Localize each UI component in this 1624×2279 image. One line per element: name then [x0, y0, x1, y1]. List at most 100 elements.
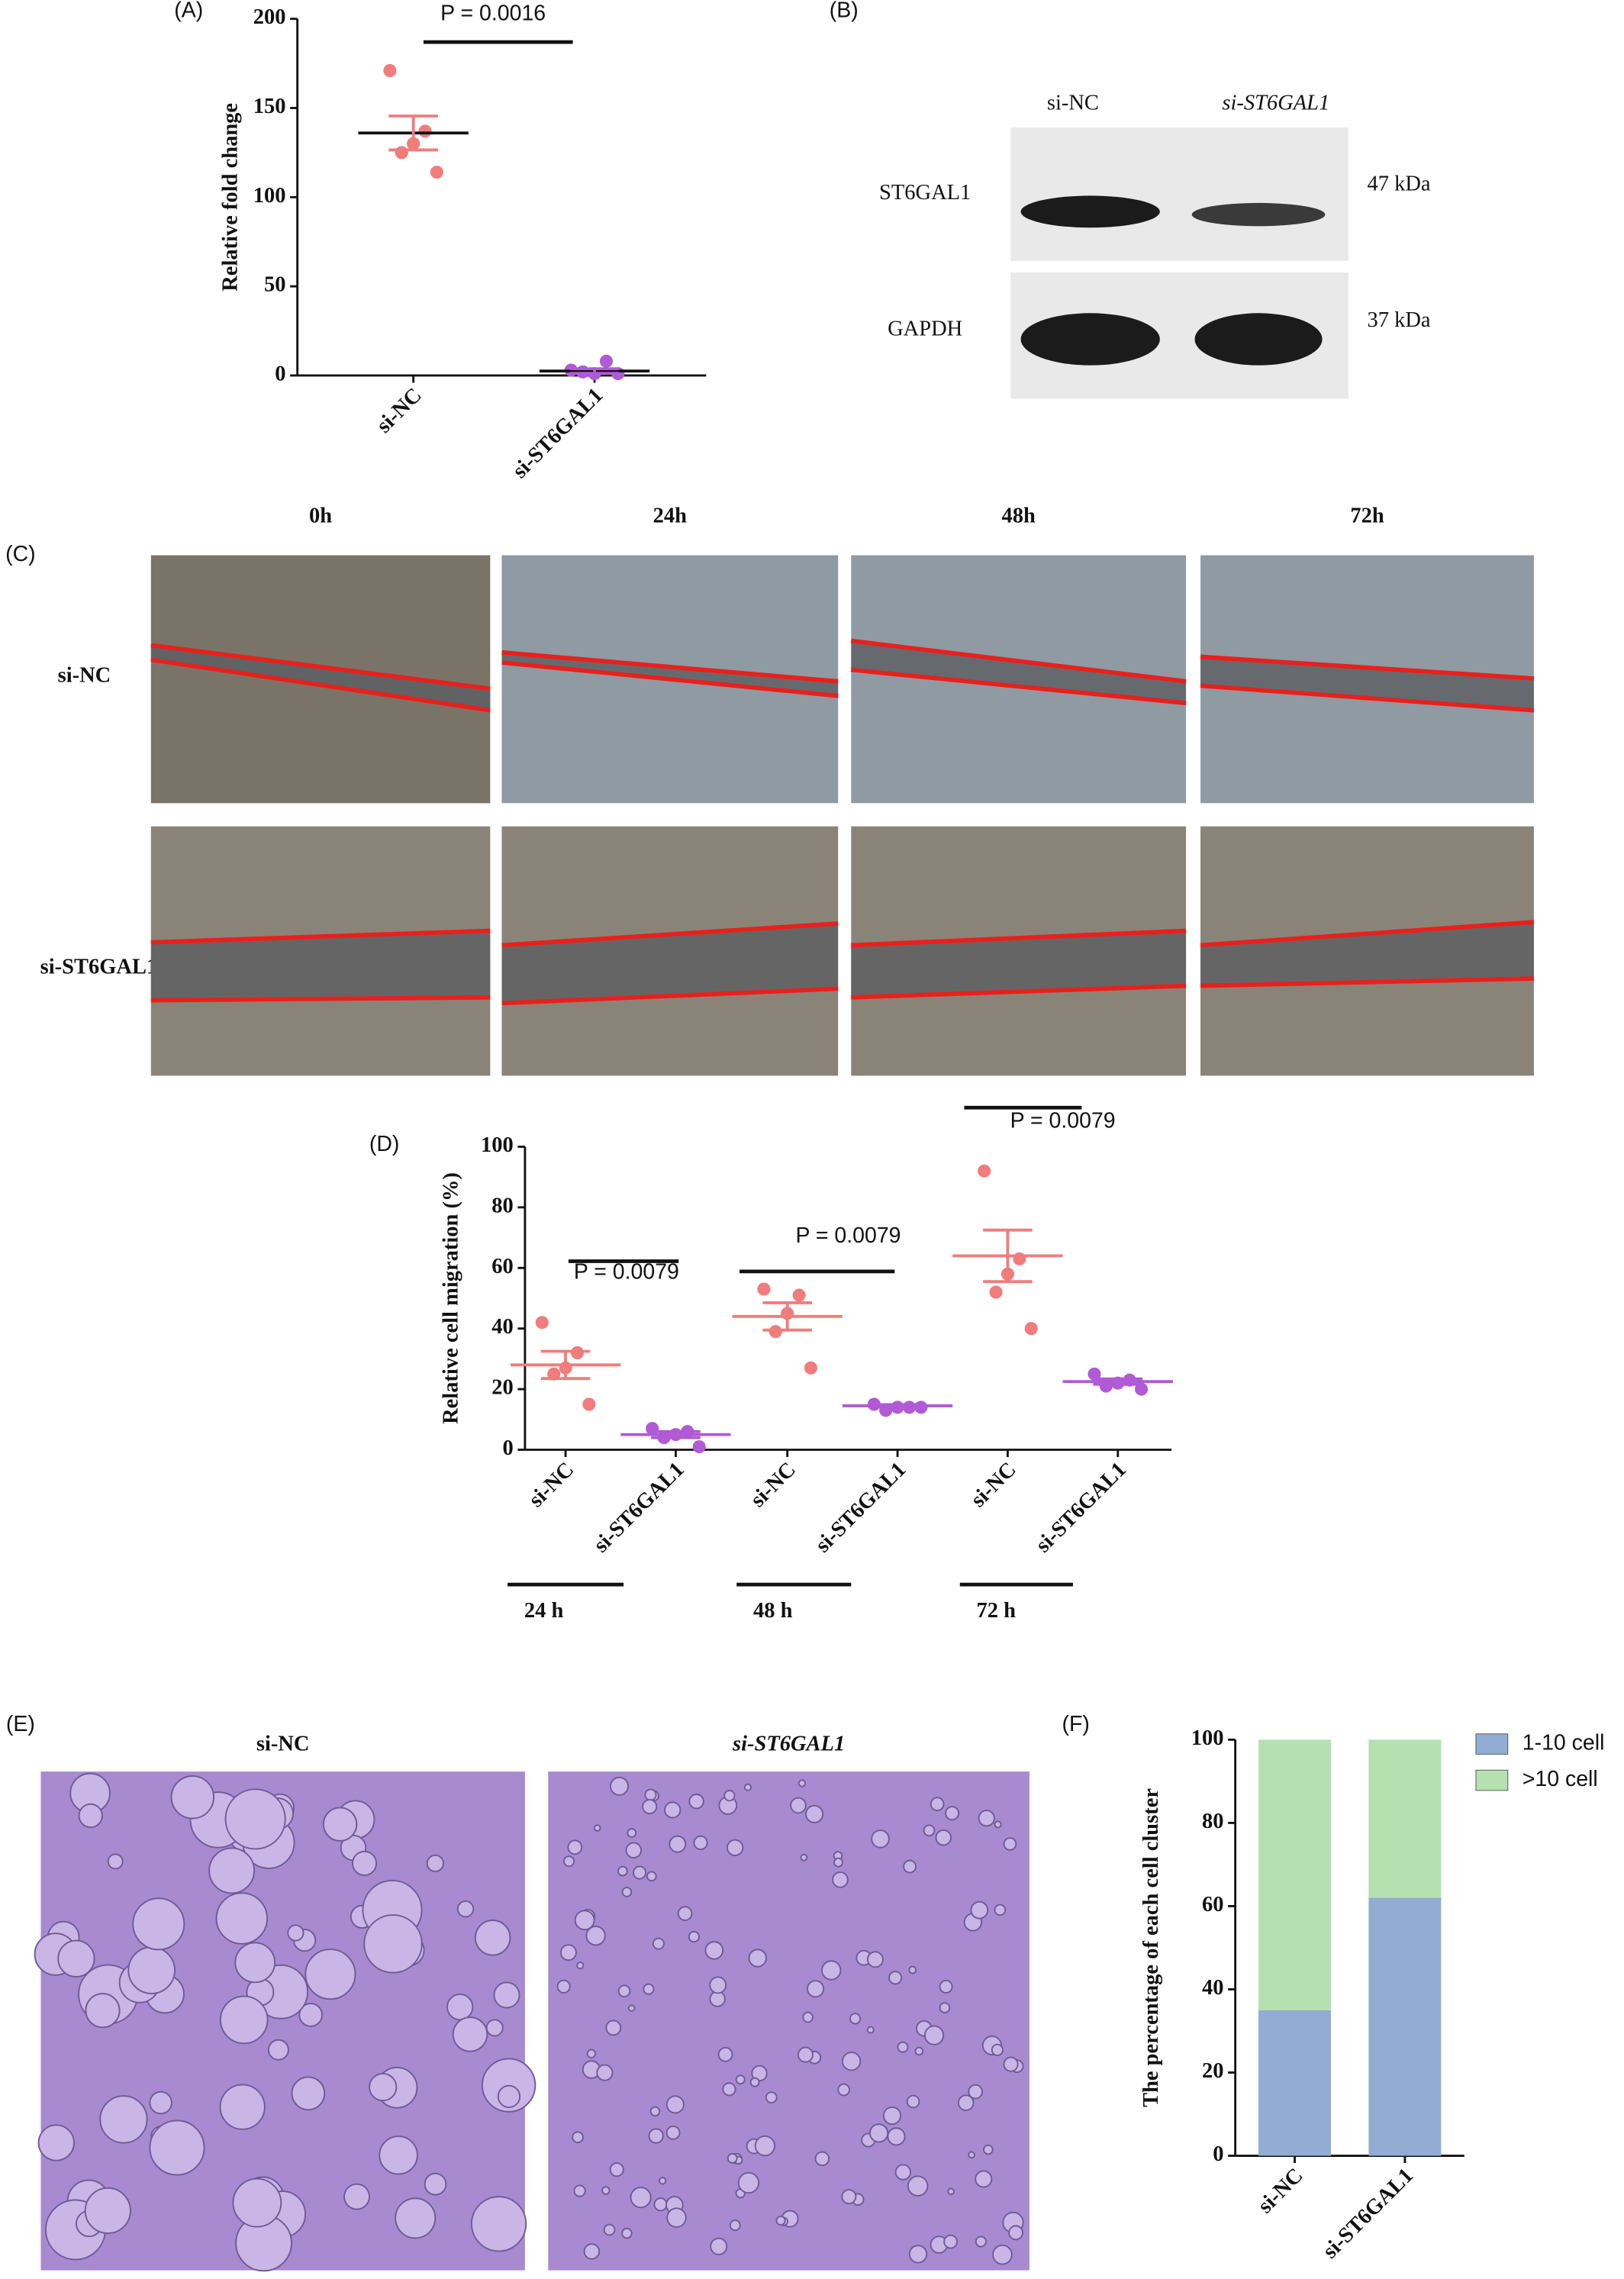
cell-cluster [149, 2090, 172, 2115]
y-tick-label: 40 [1202, 1976, 1223, 2000]
x-tick-label: si-NC [372, 383, 427, 437]
cell-cluster [85, 1993, 121, 2029]
cell-cluster [709, 1976, 727, 1994]
cell-cluster [1003, 2056, 1019, 2072]
wound-edge [1200, 683, 1535, 713]
cell-cluster [648, 2128, 664, 2144]
x-tick-label: si-ST6GAL1 [1031, 1458, 1130, 1557]
cell-cluster [807, 1980, 825, 1998]
cell-cluster [923, 2025, 945, 2045]
cell-cluster [379, 2136, 418, 2175]
panel-label: (C) [5, 542, 36, 566]
y-tick-label: 60 [1202, 1893, 1223, 1916]
cell-cluster [603, 2223, 616, 2236]
wound-edge [851, 983, 1187, 1000]
cell-cluster [642, 1799, 658, 1815]
y-axis-label: The percentage of each cell cluster [1139, 1788, 1163, 2107]
cell-cluster [132, 1897, 185, 1951]
legend-label: 1-10 cell [1522, 1731, 1605, 1755]
cell-cluster [485, 2019, 504, 2037]
cell-cluster [287, 1924, 304, 1942]
cell-cluster [665, 2095, 685, 2114]
cell-cluster [649, 2106, 661, 2117]
group-label: 48 h [753, 1599, 793, 1623]
y-tick-label: 80 [491, 1194, 513, 1217]
cell-cluster [704, 1941, 724, 1960]
y-tick-label: 100 [1191, 1726, 1224, 1750]
cell-cluster [666, 2207, 687, 2228]
cell-cluster [474, 1920, 511, 1956]
panel-label: (F) [1062, 1712, 1090, 1736]
cell-cluster [605, 2020, 622, 2036]
group-label: 24 h [524, 1599, 564, 1623]
row-label: si-NC [58, 664, 111, 688]
timepoint-label: 48h [1002, 504, 1036, 528]
blot-band [1020, 313, 1160, 366]
timepoint-label: 0h [309, 504, 332, 528]
cell-cluster [559, 1944, 577, 1961]
cell-cluster [968, 2084, 983, 2100]
cell-cluster [868, 2123, 889, 2143]
data-point [1013, 1252, 1026, 1265]
cell-cluster [975, 2235, 987, 2248]
cell-cluster [585, 1926, 606, 1946]
y-tick-label: 50 [264, 273, 285, 297]
cell-cluster [363, 1914, 423, 1974]
group-label: 72 h [977, 1599, 1017, 1623]
cell-cluster [914, 2046, 924, 2056]
cell-cluster [621, 2227, 633, 2239]
cell-cluster [470, 2196, 527, 2252]
legend-label: >10 cell [1522, 1767, 1598, 1791]
cell-cluster [887, 2127, 906, 2146]
cell-cluster [267, 2039, 289, 2061]
cell-cluster [583, 2243, 601, 2260]
cell-cluster [866, 2026, 875, 2034]
cell-cluster [992, 2244, 1013, 2265]
cell-cluster [78, 1803, 103, 1829]
cell-cluster [609, 1776, 630, 1796]
wound-edge [150, 643, 491, 691]
cell-cluster [37, 2124, 75, 2161]
cell-cluster [842, 2052, 862, 2071]
x-tick-label: si-ST6GAL1 [589, 1458, 688, 1557]
cell-cluster [994, 1903, 1007, 1916]
cell-cluster [754, 2135, 776, 2157]
y-tick-label: 20 [491, 1376, 513, 1400]
cell-cluster [170, 1775, 215, 1820]
data-point [1024, 1322, 1038, 1336]
cell-cluster [943, 2234, 959, 2249]
x-tick-label: si-NC [966, 1458, 1020, 1512]
cell-cluster [735, 2074, 746, 2085]
wound-edge [1200, 654, 1535, 681]
cell-cluster [903, 1859, 917, 1874]
cell-cluster [821, 1960, 842, 1981]
wound-edge [851, 667, 1187, 706]
p-value: P = 0.0079 [795, 1223, 901, 1248]
y-tick-label: 0 [502, 1436, 513, 1460]
cell-cluster [945, 1806, 960, 1821]
cell-cluster [369, 2073, 398, 2102]
cell-cluster [304, 1949, 356, 2000]
cell-cluster [617, 1865, 628, 1877]
data-point [383, 63, 397, 77]
x-tick-label: si-ST6GAL1 [811, 1458, 910, 1557]
data-point [768, 1325, 782, 1339]
lane-label: si-NC [1047, 91, 1099, 114]
panel-label: (D) [369, 1132, 400, 1156]
cell-cluster [882, 2106, 902, 2126]
blot-band [1020, 195, 1160, 228]
cell-cluster [596, 2064, 614, 2081]
cell-cluster [452, 2016, 488, 2052]
cell-cluster [232, 2177, 282, 2228]
y-axis-label: Relative fold change [219, 103, 243, 292]
cell-cluster [593, 1824, 601, 1832]
blot-band [1194, 313, 1323, 366]
data-point [570, 1346, 585, 1360]
cell-cluster [493, 1981, 520, 2009]
cell-cluster [322, 1807, 358, 1842]
x-tick-label: si-NC [1254, 2164, 1308, 2218]
cell-cluster [833, 1857, 843, 1868]
cell-cluster [749, 2077, 760, 2087]
cell-cluster [352, 1850, 378, 1876]
cell-cluster [894, 2164, 912, 2181]
